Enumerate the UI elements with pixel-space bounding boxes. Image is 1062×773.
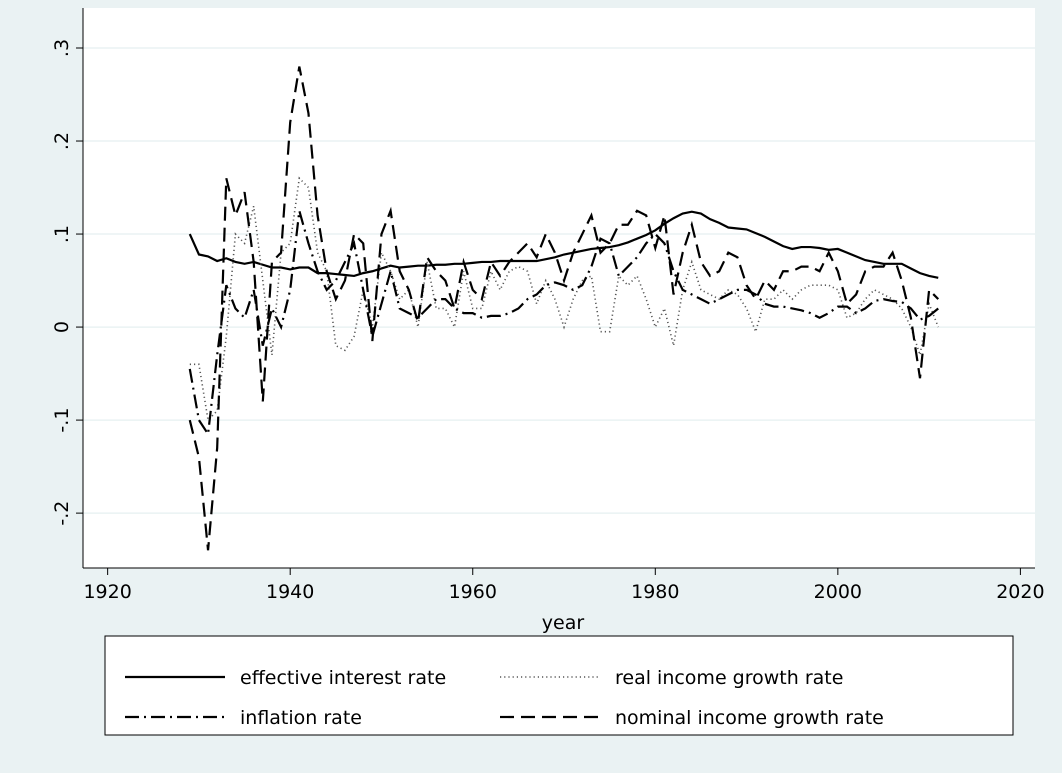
- x-tick-label: 1960: [449, 581, 497, 603]
- ticks: -.2 -.1 0 .1 .2 .3 1920 1940 1960 1980 2000 2020: [51, 39, 1045, 603]
- legend: effective interest rate real income growt…: [125, 667, 884, 729]
- y-tick-label: .1: [51, 225, 73, 243]
- y-tick-label: 0: [51, 321, 73, 333]
- plot-area: [83, 8, 1035, 568]
- legend-label: nominal income growth rate: [615, 707, 884, 729]
- legend-label: effective interest rate: [240, 667, 446, 689]
- x-tick-label: 2000: [814, 581, 862, 603]
- y-tick-label: .3: [51, 39, 73, 57]
- x-tick-label: 2020: [996, 581, 1044, 603]
- legend-box: [104, 635, 1014, 736]
- x-tick-label: 1980: [631, 581, 679, 603]
- y-tick-label: -.1: [51, 408, 73, 433]
- legend-label: real income growth rate: [615, 667, 843, 689]
- legend-label: inflation rate: [240, 707, 362, 729]
- x-axis-title: year: [542, 612, 585, 634]
- lines: [188, 66, 940, 551]
- x-tick-label: 1920: [83, 581, 131, 603]
- series-line: [189, 176, 939, 422]
- x-tick-label: 1940: [266, 581, 314, 603]
- series-line: [188, 210, 939, 438]
- series-line: [188, 210, 939, 279]
- grid: [83, 47, 1035, 514]
- y-tick-label: .2: [51, 132, 73, 150]
- y-tick-label: -.2: [51, 501, 73, 526]
- series-line: [188, 66, 940, 551]
